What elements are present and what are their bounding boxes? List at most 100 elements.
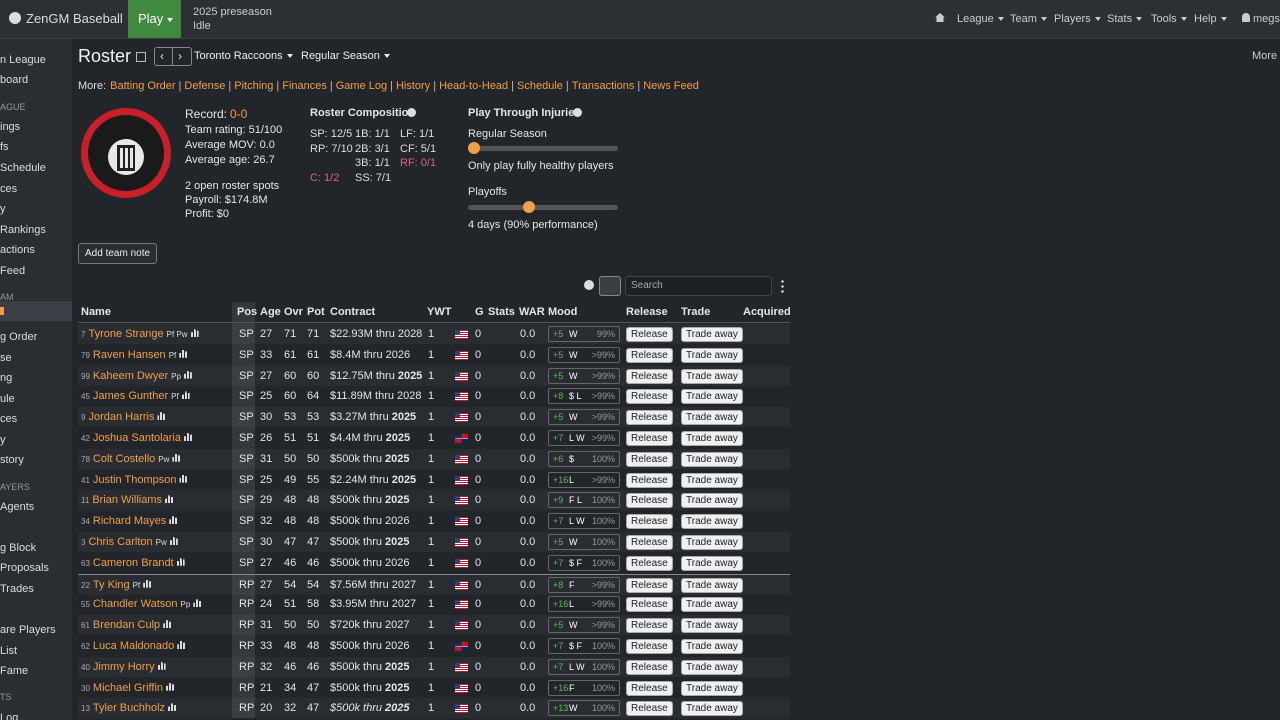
prev-next[interactable]: ‹ › [154,47,192,66]
sidebar-item[interactable]: board [0,74,29,86]
brand[interactable]: ZenGM Baseball [26,11,123,26]
player-name[interactable]: Richard Mayes [92,515,167,528]
sidebar-item[interactable]: story [0,454,24,466]
release-button[interactable]: Release [626,659,673,675]
release-button[interactable]: Release [626,493,673,509]
sidebar-item[interactable]: ces [0,183,18,195]
more-link[interactable]: Defense [184,80,226,92]
player-name[interactable]: Raven Hansen [92,348,166,361]
column-header[interactable]: Acquired [743,306,791,318]
sidebar-item[interactable]: List [0,645,18,657]
mood[interactable]: +16 L >99% [548,596,620,613]
player-name[interactable]: Joshua Santolaria [92,432,181,444]
sidebar-item[interactable]: ces [0,413,18,425]
sidebar-item[interactable]: fs [0,141,9,153]
user[interactable]: megs [1253,13,1280,25]
release-button[interactable]: Release [626,472,673,488]
column-header[interactable]: G [475,306,484,318]
trade-button[interactable]: Trade away [681,577,743,593]
column-header[interactable]: Pos [237,306,258,318]
player-name[interactable]: Tyrone Strange [88,328,164,340]
search-input[interactable]: Search [625,276,772,296]
mood[interactable]: +7 $ F 100% [548,554,620,571]
sidebar-item[interactable]: ng [0,372,13,384]
release-button[interactable]: Release [626,535,673,550]
mood[interactable]: +7 $ F 100% [548,638,620,654]
home-icon[interactable] [935,13,945,22]
player-name[interactable]: Kaheem Dwyer [92,369,169,382]
trade-button[interactable]: Trade away [681,535,743,550]
sidebar-item[interactable]: g Order [0,331,38,343]
column-header[interactable]: Trade [681,306,711,318]
trade-button[interactable]: Trade away [681,368,743,384]
more-link[interactable]: Pitching [234,80,274,92]
trade-button[interactable]: Trade away [681,451,743,467]
stats-icon[interactable] [166,682,175,691]
player-name[interactable]: Ty King [92,578,130,591]
trade-button[interactable]: Trade away [681,472,743,488]
release-button[interactable]: Release [626,368,673,384]
player-name[interactable]: Justin Thompson [92,473,177,486]
mood[interactable]: +5 W >99% [548,409,620,426]
release-button[interactable]: Release [626,618,673,634]
column-header[interactable]: Name [81,306,111,318]
stats-icon[interactable] [190,329,199,337]
player-name[interactable]: Chandler Watson [92,598,178,611]
release-button[interactable]: Release [626,597,673,613]
team-select[interactable]: Toronto Raccoons [194,50,293,62]
column-header[interactable]: Release [626,306,668,318]
column-header[interactable]: Contract [330,306,376,318]
mood[interactable]: +5 W 100% [548,534,620,550]
trade-button[interactable]: Trade away [681,659,743,675]
trade-button[interactable]: Trade away [681,431,743,446]
sidebar-item[interactable]: Schedule [0,162,46,174]
release-button[interactable]: Release [626,410,673,426]
sidebar-item[interactable]: Agents [0,501,35,513]
stats-icon[interactable] [179,474,188,483]
mood[interactable]: +16 F 100% [548,679,620,696]
slider-thumb[interactable] [468,142,480,154]
mood[interactable]: +16 L >99% [548,471,620,488]
sidebar-item[interactable]: Feed [0,265,26,277]
more-link[interactable]: Schedule [517,80,563,92]
slider-thumb[interactable] [523,201,535,213]
sidebar-item[interactable]: ule [0,393,15,405]
stats-icon[interactable] [193,599,202,608]
mood[interactable]: +8 $ L >99% [548,388,620,405]
popout-icon[interactable] [136,52,146,62]
menu-dots[interactable] [781,279,784,293]
more-link[interactable]: Finances [282,80,327,92]
stats-icon[interactable] [143,579,152,588]
next-arrow[interactable]: › [178,49,182,63]
trade-button[interactable]: Trade away [681,493,743,509]
stats-icon[interactable] [183,370,192,379]
more-link[interactable]: Batting Order [110,80,176,92]
column-header[interactable]: Age [260,306,281,318]
trade-button[interactable]: Trade away [681,555,743,571]
release-button[interactable]: Release [626,451,673,467]
mood[interactable]: +8 F >99% [548,576,620,593]
prev-arrow[interactable]: ‹ [160,49,164,63]
sidebar-item[interactable]: Log [0,712,19,720]
trade-button[interactable]: Trade away [681,347,743,363]
player-name[interactable]: Chris Carlton [88,536,153,548]
sidebar-item[interactable]: Trades [0,583,34,595]
sidebar-item[interactable]: g Block [0,542,37,554]
stats-icon[interactable] [181,391,190,400]
more-link[interactable]: Head-to-Head [439,80,509,92]
trade-button[interactable]: Trade away [681,389,743,405]
column-header[interactable]: Stats [488,306,515,318]
player-name[interactable]: Luca Maldonado [92,640,175,652]
play-button[interactable]: Play [128,0,181,38]
release-button[interactable]: Release [626,701,673,717]
season-select[interactable]: Regular Season [301,50,390,62]
stats-icon[interactable] [168,703,177,712]
nav-item[interactable]: Stats [1107,13,1142,25]
stats-icon[interactable] [183,433,192,441]
player-name[interactable]: Michael Griffin [92,681,164,694]
mood[interactable]: +7 L W >99% [548,430,620,446]
stats-icon[interactable] [172,453,181,462]
stats-icon[interactable] [169,537,178,545]
mood[interactable]: +5 W >99% [548,617,620,634]
record[interactable]: 0-0 [230,107,248,121]
